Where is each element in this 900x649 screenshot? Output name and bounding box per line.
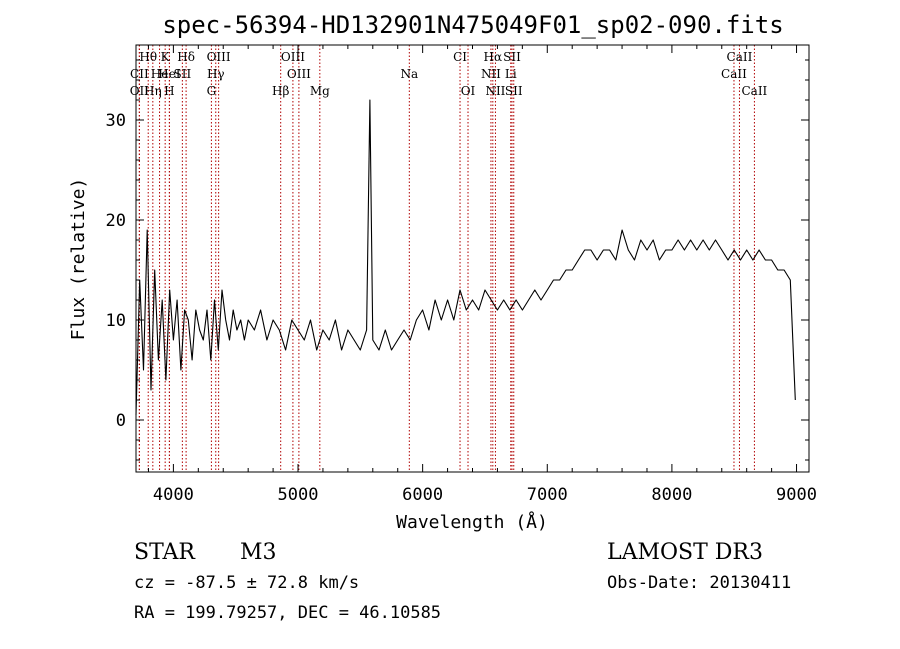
y-tick-label: 20 [106,211,126,231]
x-axis-label: Wavelength (Å) [396,511,548,533]
spectral-line-label: OIII [207,50,231,64]
spectral-line-label: OIII [281,50,305,64]
object-subclass: M3 [240,540,277,565]
spectral-line-label: Na [400,67,418,81]
spectral-line-label: Hδ [177,50,195,64]
spectral-line-label: CaII [721,67,747,81]
spectral-line-label: CaII [727,50,753,64]
chart-title: spec-56394-HD132901N475049F01_sp02-090.f… [162,11,783,39]
y-axis-label: Flux (relative) [68,178,89,341]
redshift-value: cz = -87.5 ± 72.8 km/s [134,573,359,593]
spectral-line-label: OI [461,84,476,98]
spectral-line-label: Hθ [139,50,157,64]
spectral-line-label: Hβ [272,84,289,98]
x-tick-label: 5000 [278,485,319,505]
spectral-line-label: HeI [158,67,181,81]
x-tick-label: 7000 [527,485,568,505]
spectral-line-label: K [161,50,171,64]
coordinates: RA = 199.79257, DEC = 46.10585 [134,603,441,623]
x-axis: 4000 5000 6000 7000 8000 9000 [147,45,817,505]
spectral-line-label: OIII [287,67,311,81]
spectral-line-label: Li [505,67,517,81]
x-tick-label: 6000 [402,485,443,505]
x-tick-label: 8000 [651,485,692,505]
flux-series-line [135,99,796,416]
spectral-line-label: G [207,84,217,98]
object-class: STAR [134,540,196,565]
spectral-line-markers [138,45,755,472]
observation-date: Obs-Date: 20130411 [607,573,791,593]
plot-frame [135,44,810,473]
survey-name: LAMOST DR3 [607,540,763,565]
spectral-line-label: SII [174,67,192,81]
spectral-line-label: NII [481,67,501,81]
spectral-line-label: Hγ [207,67,225,81]
spectral-line-label: CaII [741,84,767,98]
spectral-line-label: SII [505,84,523,98]
y-tick-label: 10 [106,311,126,331]
y-tick-label: 0 [116,411,126,431]
y-tick-label: 30 [106,111,126,131]
y-axis: 0 10 20 30 [106,59,809,461]
spectral-line-label: SII [503,50,521,64]
x-tick-label: 9000 [776,485,817,505]
spectral-line-label: CI [453,50,467,64]
spectral-line-label: CII [130,67,149,81]
spectral-line-label: He [151,67,169,81]
x-tick-label: 4000 [153,485,194,505]
spectral-line-label: OII [130,84,150,98]
spectral-line-label: Mg [310,84,330,98]
spectral-line-label: H [164,84,174,98]
spectral-line-label: Hη [144,84,162,98]
spectral-line-label: NII [485,84,505,98]
spectral-line-label: Hα [484,50,503,64]
